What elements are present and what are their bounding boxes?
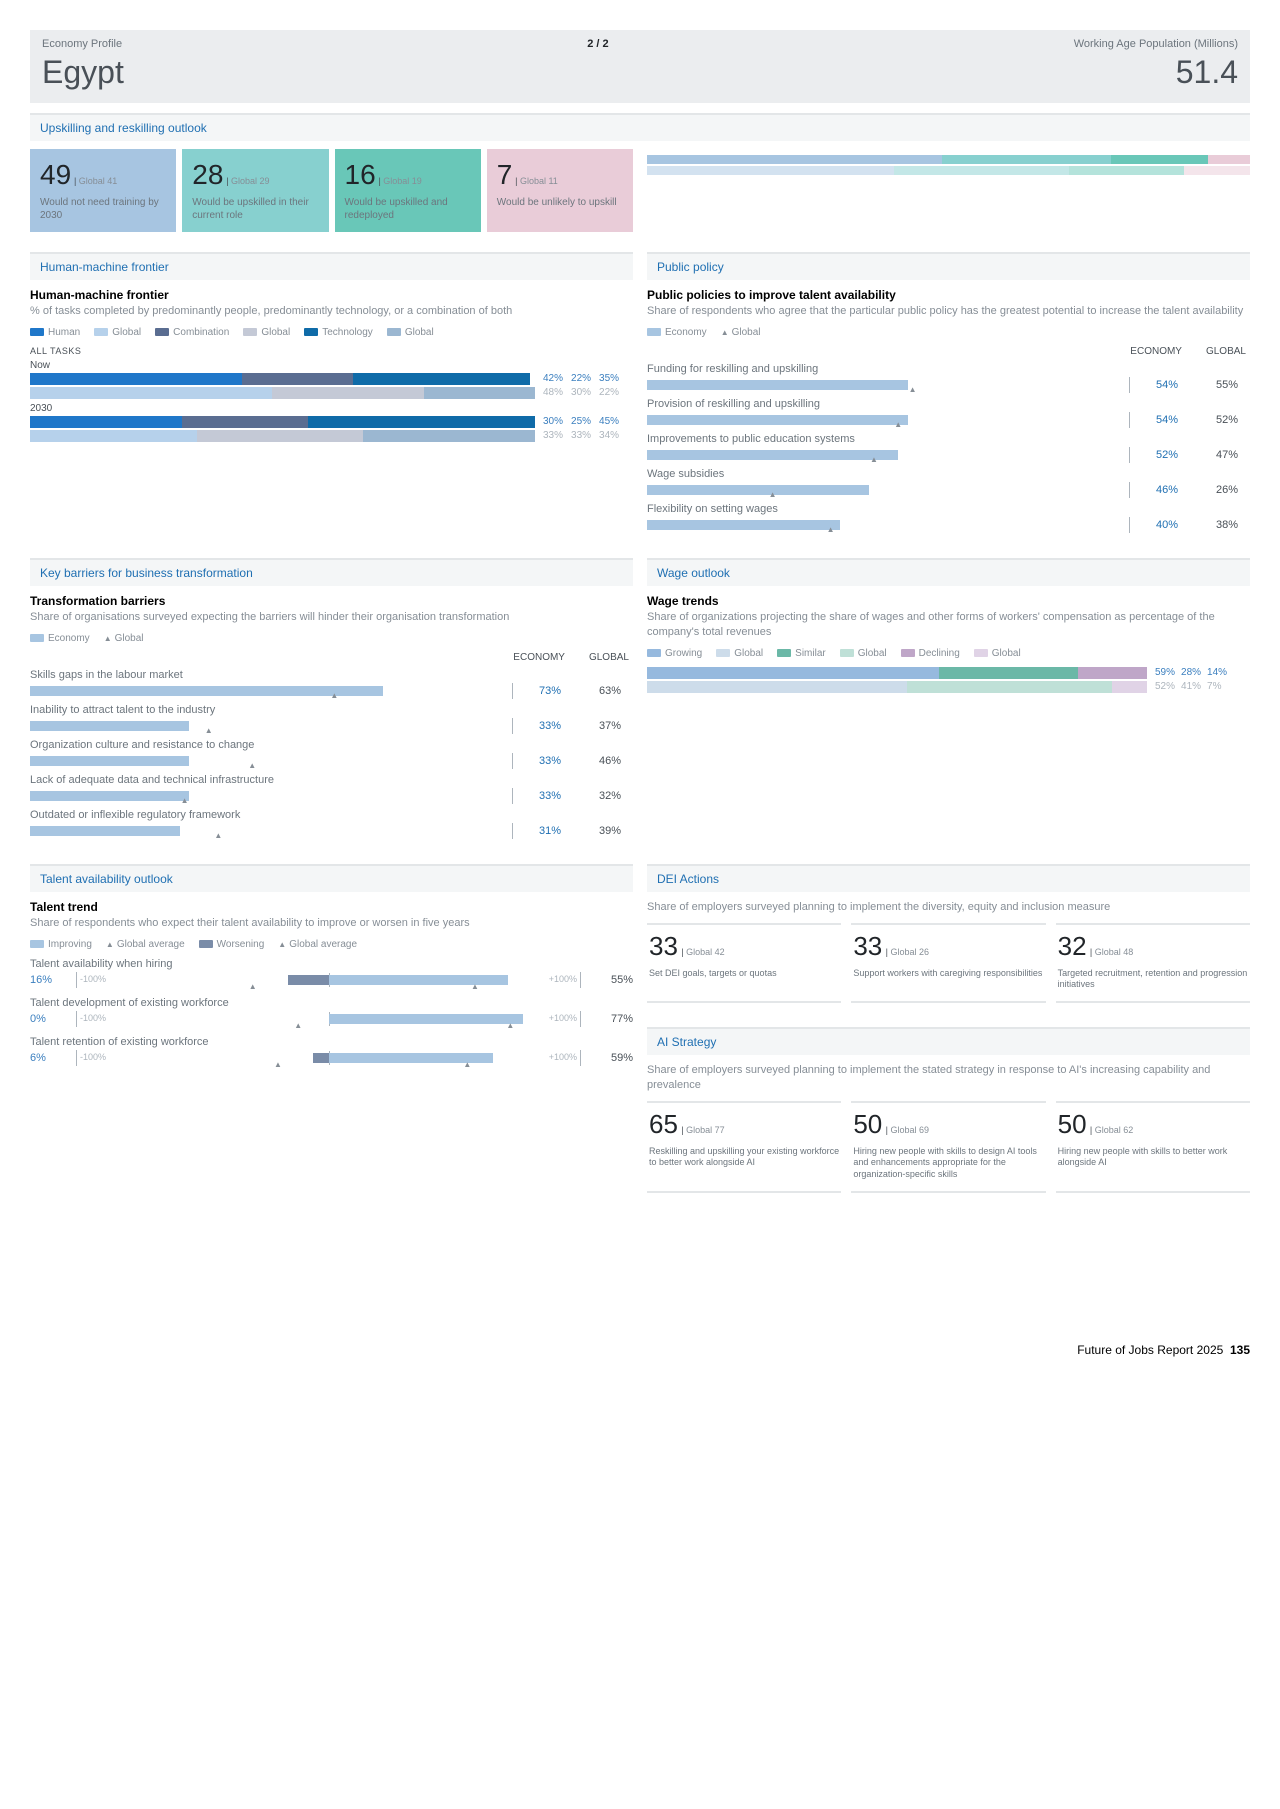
upskill-kpi: 16 Global 19Would be upskilled and redep… bbox=[335, 149, 481, 232]
barriers-desc: Share of organisations surveyed expectin… bbox=[30, 610, 633, 625]
policy-col-econ: ECONOMY bbox=[1130, 346, 1182, 357]
policy-head: Public policy bbox=[647, 252, 1250, 280]
upskill-kpi: 28 Global 29Would be upskilled in their … bbox=[182, 149, 328, 232]
stat-card: 33 Global 26Support workers with caregiv… bbox=[851, 923, 1045, 1003]
barriers-legend-glob: Global bbox=[115, 633, 144, 644]
stat-card: 65 Global 77Reskilling and upskilling yo… bbox=[647, 1101, 841, 1193]
hmf-subtitle: Human-machine frontier bbox=[30, 288, 633, 302]
barriers-head: Key barriers for business transformation bbox=[30, 558, 633, 586]
policy-col-glob: GLOBAL bbox=[1206, 346, 1246, 357]
stat-card: 33 Global 42Set DEI goals, targets or qu… bbox=[647, 923, 841, 1003]
bar-item: Inability to attract talent to the indus… bbox=[30, 704, 633, 733]
talent-item: Talent retention of existing workforce 6… bbox=[30, 1036, 633, 1065]
barriers-legend-econ: Economy bbox=[48, 633, 90, 644]
ai-head: AI Strategy bbox=[647, 1027, 1250, 1055]
talent-subtitle: Talent trend bbox=[30, 900, 633, 914]
page-indicator: 2 / 2 bbox=[587, 38, 608, 50]
wage-desc: Share of organizations projecting the sh… bbox=[647, 610, 1250, 640]
talent-desc: Share of respondents who expect their ta… bbox=[30, 916, 633, 931]
bar-item: Funding for reskilling and upskilling ▲ … bbox=[647, 363, 1250, 392]
policy-desc: Share of respondents who agree that the … bbox=[647, 304, 1250, 319]
country-name: Egypt bbox=[42, 54, 124, 91]
dei-head: DEI Actions bbox=[647, 864, 1250, 892]
wage-subtitle: Wage trends bbox=[647, 594, 1250, 608]
bar-item: Improvements to public education systems… bbox=[647, 433, 1250, 462]
talent-head: Talent availability outlook bbox=[30, 864, 633, 892]
population-value: 51.4 bbox=[1176, 54, 1238, 91]
bar-item: Outdated or inflexible regulatory framew… bbox=[30, 809, 633, 838]
hmf-desc: % of tasks completed by predominantly pe… bbox=[30, 304, 633, 319]
dei-desc: Share of employers surveyed planning to … bbox=[647, 900, 1250, 915]
page-header: Economy Profile 2 / 2 Working Age Popula… bbox=[30, 30, 1250, 103]
upskilling-head: Upskilling and reskilling outlook bbox=[30, 113, 1250, 141]
profile-label: Economy Profile bbox=[42, 38, 122, 50]
bar-item: Provision of reskilling and upskilling ▲… bbox=[647, 398, 1250, 427]
population-label: Working Age Population (Millions) bbox=[1074, 38, 1238, 50]
barriers-col-glob: GLOBAL bbox=[589, 652, 629, 663]
hmf-head: Human-machine frontier bbox=[30, 252, 633, 280]
barriers-subtitle: Transformation barriers bbox=[30, 594, 633, 608]
bar-item: Skills gaps in the labour market ▲ 73% 6… bbox=[30, 669, 633, 698]
stat-card: 32 Global 48Targeted recruitment, retent… bbox=[1056, 923, 1250, 1003]
policy-legend-econ: Economy bbox=[665, 327, 707, 338]
stat-card: 50 Global 62Hiring new people with skill… bbox=[1056, 1101, 1250, 1193]
talent-item: Talent development of existing workforce… bbox=[30, 997, 633, 1026]
barriers-col-econ: ECONOMY bbox=[513, 652, 565, 663]
bar-item: Wage subsidies ▲ 46% 26% bbox=[647, 468, 1250, 497]
bar-item: Flexibility on setting wages ▲ 40% 38% bbox=[647, 503, 1250, 532]
upskill-kpi: 7 Global 11Would be unlikely to upskill bbox=[487, 149, 633, 232]
hmf-alltasks: ALL TASKS bbox=[30, 346, 633, 356]
bar-item: Lack of adequate data and technical infr… bbox=[30, 774, 633, 803]
wage-head: Wage outlook bbox=[647, 558, 1250, 586]
policy-subtitle: Public policies to improve talent availa… bbox=[647, 288, 1250, 302]
upskill-kpi: 49 Global 41Would not need training by 2… bbox=[30, 149, 176, 232]
talent-item: Talent availability when hiring 16% -100… bbox=[30, 958, 633, 987]
bar-item: Organization culture and resistance to c… bbox=[30, 739, 633, 768]
policy-legend-glob: Global bbox=[732, 327, 761, 338]
ai-desc: Share of employers surveyed planning to … bbox=[647, 1063, 1250, 1093]
stat-card: 50 Global 69Hiring new people with skill… bbox=[851, 1101, 1045, 1193]
page-footer: Future of Jobs Report 2025 135 bbox=[30, 1343, 1250, 1357]
